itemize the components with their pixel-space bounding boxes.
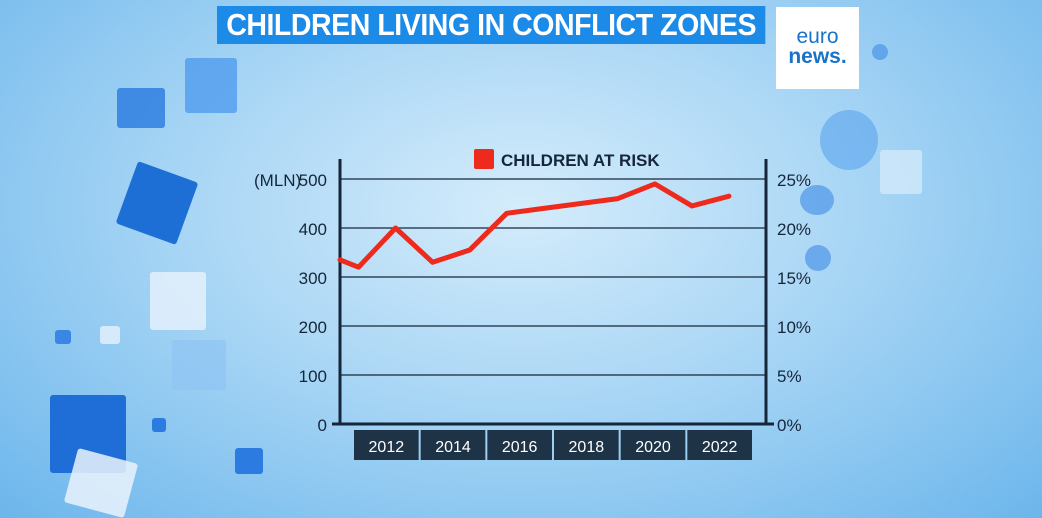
- left-axis-ticks: 0 100 200 300 400 500(MLN): [254, 171, 327, 435]
- x-tick-label: 2016: [502, 439, 538, 456]
- x-axis-labels: 2012 2014 2016 2018 2020 2022: [354, 430, 752, 460]
- axes: [332, 159, 774, 426]
- x-tick-label: 2020: [635, 439, 671, 456]
- left-tick-label: 200: [299, 318, 327, 337]
- x-label-box: [687, 430, 752, 460]
- legend-label: CHILDREN AT RISK: [501, 151, 660, 170]
- left-axis-label: (MLN): [254, 171, 301, 190]
- x-tick-label: 2018: [569, 439, 605, 456]
- right-tick-label: 25%: [777, 171, 811, 190]
- right-tick-label: 0%: [777, 416, 802, 435]
- right-tick-label: 15%: [777, 269, 811, 288]
- left-tick-label: 100: [299, 367, 327, 386]
- left-tick-label: 0: [318, 416, 327, 435]
- x-tick-label: 2014: [435, 439, 471, 456]
- legend: CHILDREN AT RISK: [474, 149, 660, 170]
- right-tick-label: 5%: [777, 367, 802, 386]
- x-label-box: [354, 430, 419, 460]
- right-tick-label: 20%: [777, 220, 811, 239]
- x-tick-label: 2012: [369, 439, 405, 456]
- x-label-box: [620, 430, 686, 460]
- left-tick-label: 300: [299, 269, 327, 288]
- gridlines: [340, 178, 766, 376]
- right-axis-ticks: 0% 5% 10% 15% 20% 25%: [777, 171, 811, 435]
- legend-swatch: [474, 149, 494, 169]
- right-tick-label: 10%: [777, 318, 811, 337]
- x-tick-label: 2022: [702, 439, 738, 456]
- left-tick-label: 400: [299, 220, 327, 239]
- x-label-box: [554, 430, 619, 460]
- x-label-box: [420, 430, 486, 460]
- series-lines: [337, 181, 732, 270]
- euronews-logo: euro news.: [776, 7, 859, 89]
- page-title: CHILDREN LIVING IN CONFLICT ZONES: [217, 6, 766, 44]
- x-label-box: [487, 430, 552, 460]
- left-tick-label: 500: [299, 171, 327, 190]
- series-line: [337, 181, 732, 270]
